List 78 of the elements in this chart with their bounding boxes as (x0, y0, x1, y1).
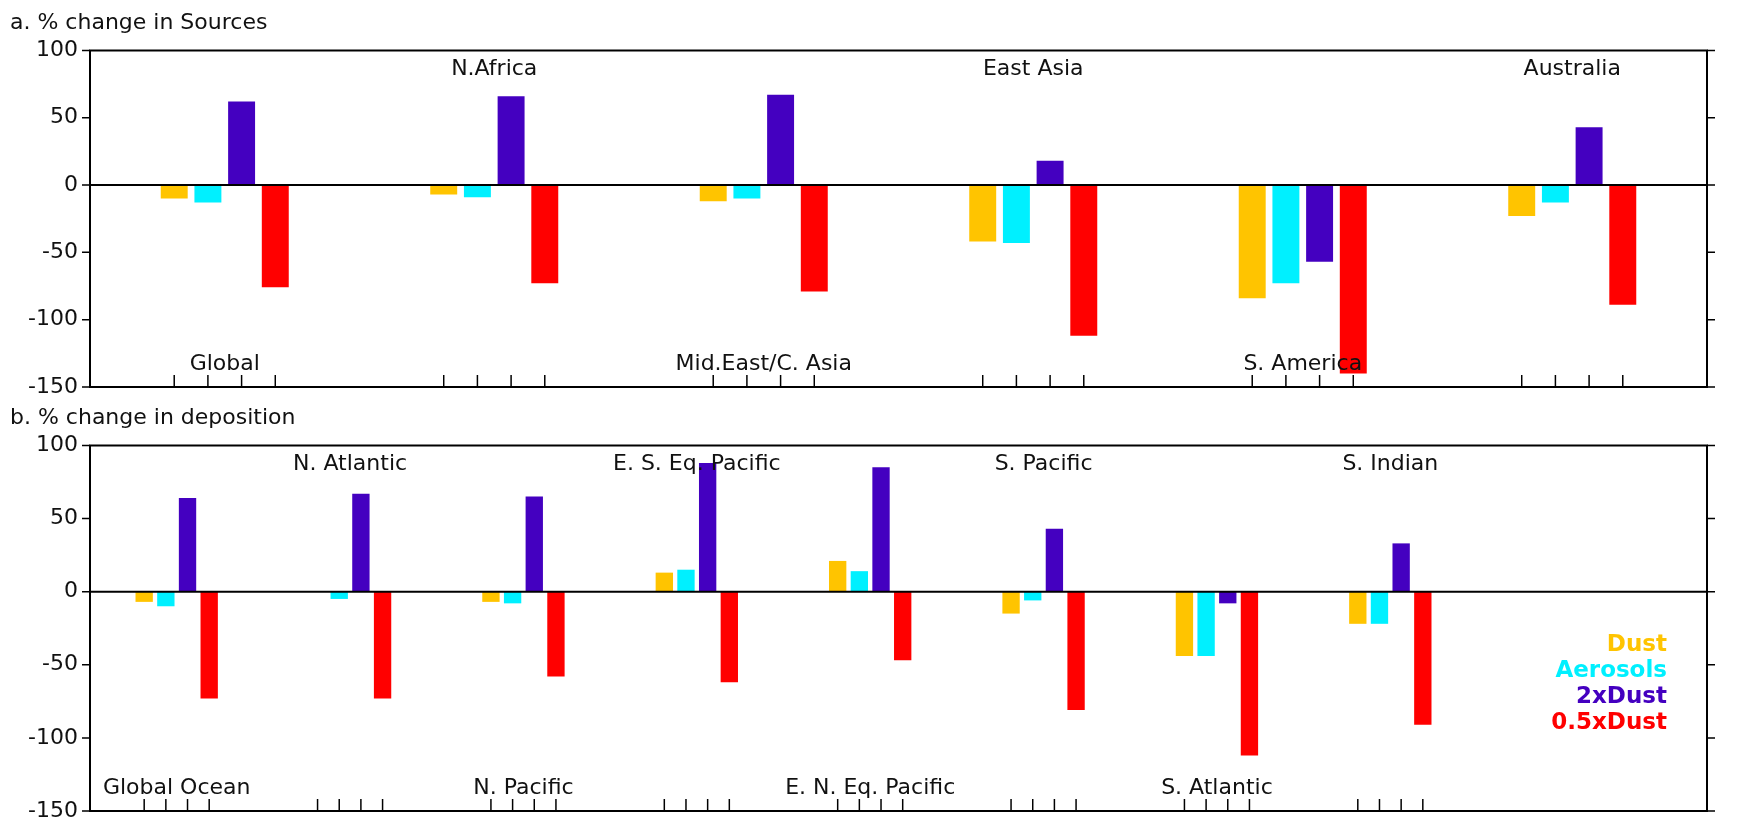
bar (1414, 591, 1432, 725)
bar (850, 571, 869, 592)
category-label: N.Africa (451, 55, 538, 81)
bar (194, 185, 222, 203)
category-label: E. N. Eq. Pacific (785, 773, 956, 799)
bar (829, 560, 847, 592)
category-label: East Asia (982, 55, 1084, 81)
bar (1197, 591, 1215, 656)
y-tick-label: 0 (64, 577, 78, 603)
bar (720, 591, 738, 683)
category-label: Australia (1523, 55, 1621, 81)
category-label: E. S. Eq. Pacific (613, 450, 781, 476)
bar (1238, 185, 1266, 299)
text: 2xDust (1575, 682, 1667, 708)
bar (373, 591, 392, 699)
bar (547, 591, 565, 677)
bar (1036, 160, 1064, 186)
bar (1508, 185, 1536, 217)
bar (482, 591, 500, 602)
bar (800, 185, 828, 292)
y-tick-label: 100 (36, 431, 78, 457)
bar (1541, 185, 1569, 203)
category-label: N. Atlantic (293, 450, 408, 476)
bar (677, 569, 695, 592)
category-label: Mid.East/C. Asia (675, 349, 852, 375)
bar (463, 185, 491, 198)
bar (497, 96, 525, 186)
bar (1002, 591, 1020, 614)
bar (767, 94, 795, 186)
bar (1175, 591, 1194, 656)
bar (872, 467, 890, 592)
bar (160, 185, 188, 199)
bar (1070, 185, 1098, 336)
bar (1240, 591, 1259, 756)
bar (525, 496, 543, 592)
bar (178, 498, 197, 592)
bar (352, 493, 370, 592)
bar (531, 185, 559, 284)
category-label: S. Atlantic (1161, 773, 1273, 799)
bar (1272, 185, 1300, 284)
bar (228, 101, 256, 186)
bar (1370, 591, 1389, 624)
bar (1349, 591, 1367, 624)
category-label: N. Pacific (473, 773, 574, 799)
category-label: S. Indian (1342, 450, 1439, 476)
text: Aerosols (1554, 656, 1667, 682)
y-tick-label: -150 (28, 372, 78, 398)
bar (1306, 185, 1334, 262)
bar (1609, 185, 1637, 305)
y-tick-label: 50 (50, 103, 78, 129)
y-tick-label: 0 (64, 170, 78, 196)
bar (157, 591, 175, 607)
y-tick-label: -50 (42, 238, 78, 264)
bar (894, 591, 912, 661)
category-label: Global (189, 349, 260, 375)
category-label: Global Ocean (102, 773, 251, 799)
y-tick-label: -50 (42, 650, 78, 676)
y-tick-label: -100 (28, 305, 78, 331)
text: 0.5xDust (1551, 708, 1667, 734)
bar (699, 185, 727, 202)
y-tick-label: 50 (50, 504, 78, 530)
bar (1392, 543, 1410, 592)
chart-title: a. % change in Sources (10, 8, 268, 34)
y-tick-label: -150 (28, 796, 78, 819)
bar (655, 572, 673, 592)
bar (1045, 528, 1064, 592)
bar (733, 185, 761, 199)
text: Dust (1605, 630, 1667, 656)
bar (1575, 127, 1603, 186)
bar (261, 185, 289, 288)
y-tick-label: 100 (36, 36, 78, 62)
bar (1002, 185, 1030, 243)
bar (1067, 591, 1085, 711)
category-label: S. Pacific (994, 450, 1093, 476)
bar (200, 591, 218, 699)
y-tick-label: -100 (28, 723, 78, 749)
bar (969, 185, 997, 242)
chart-title: b. % change in deposition (10, 403, 296, 429)
